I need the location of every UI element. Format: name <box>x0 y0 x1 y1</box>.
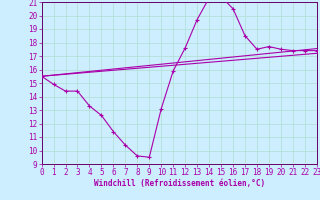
X-axis label: Windchill (Refroidissement éolien,°C): Windchill (Refroidissement éolien,°C) <box>94 179 265 188</box>
